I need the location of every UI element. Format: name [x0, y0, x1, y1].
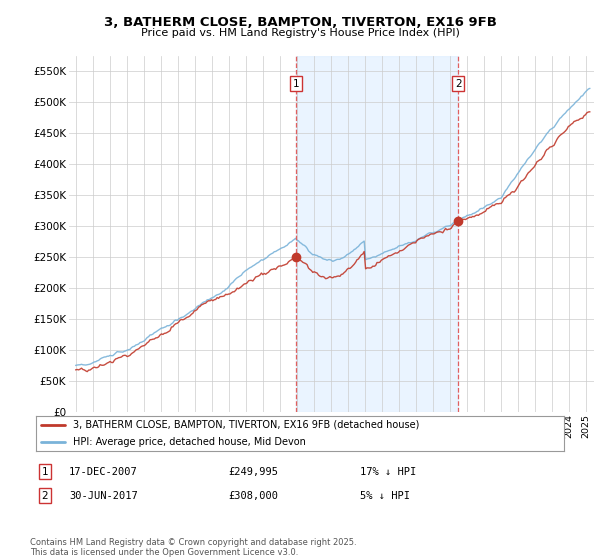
- Text: HPI: Average price, detached house, Mid Devon: HPI: Average price, detached house, Mid …: [73, 437, 306, 447]
- Text: Price paid vs. HM Land Registry's House Price Index (HPI): Price paid vs. HM Land Registry's House …: [140, 28, 460, 38]
- Text: 3, BATHERM CLOSE, BAMPTON, TIVERTON, EX16 9FB: 3, BATHERM CLOSE, BAMPTON, TIVERTON, EX1…: [104, 16, 496, 29]
- Text: 1: 1: [41, 466, 49, 477]
- Text: 3, BATHERM CLOSE, BAMPTON, TIVERTON, EX16 9FB (detached house): 3, BATHERM CLOSE, BAMPTON, TIVERTON, EX1…: [73, 420, 419, 430]
- Text: £249,995: £249,995: [228, 466, 278, 477]
- Text: Contains HM Land Registry data © Crown copyright and database right 2025.
This d: Contains HM Land Registry data © Crown c…: [30, 538, 356, 557]
- Bar: [296, 56, 458, 412]
- Text: 2: 2: [41, 491, 49, 501]
- Text: 30-JUN-2017: 30-JUN-2017: [69, 491, 138, 501]
- Text: 2: 2: [455, 79, 461, 89]
- Text: £308,000: £308,000: [228, 491, 278, 501]
- Text: 5% ↓ HPI: 5% ↓ HPI: [360, 491, 410, 501]
- Text: 17% ↓ HPI: 17% ↓ HPI: [360, 466, 416, 477]
- Text: 1: 1: [293, 79, 299, 89]
- Text: 17-DEC-2007: 17-DEC-2007: [69, 466, 138, 477]
